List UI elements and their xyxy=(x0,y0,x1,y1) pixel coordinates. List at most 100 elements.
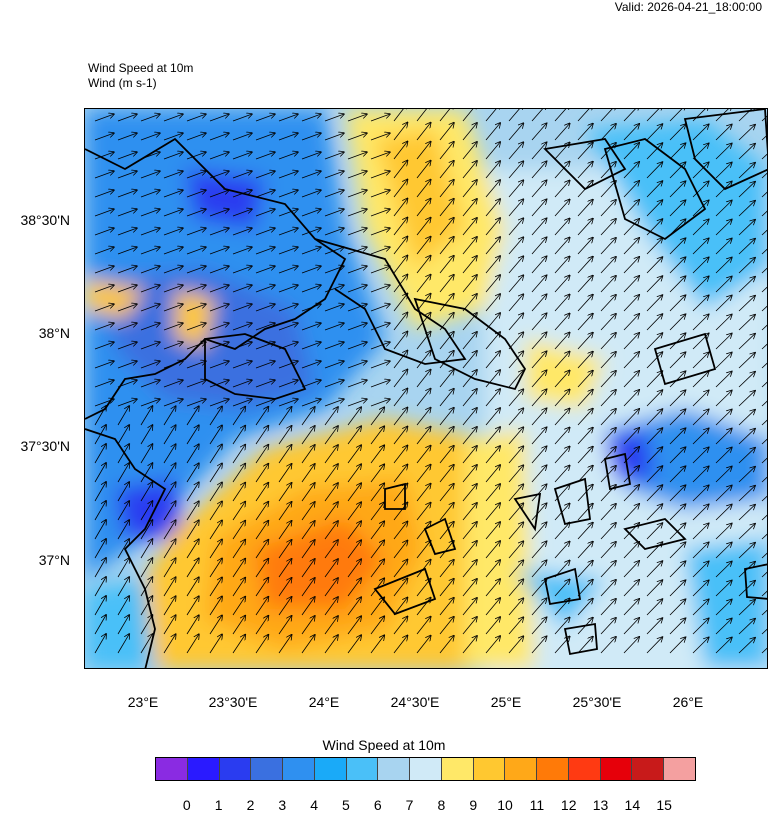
wind-arrow xyxy=(301,399,321,407)
wind-arrow xyxy=(393,237,407,255)
wind-arrow xyxy=(393,294,407,312)
wind-arrow xyxy=(347,616,361,635)
wind-arrow xyxy=(347,483,361,502)
wind-arrow xyxy=(623,371,639,388)
wind-arrow xyxy=(485,370,500,388)
wind-arrow xyxy=(94,577,106,597)
wind-arrow xyxy=(646,637,662,654)
wind-arrow xyxy=(600,181,616,198)
colorbar-label: 12 xyxy=(560,797,577,813)
wind-arrow xyxy=(278,521,292,540)
wind-arrow xyxy=(209,380,229,388)
wind-arrow xyxy=(715,486,732,502)
wind-arrow xyxy=(370,521,384,540)
wind-arrow xyxy=(94,323,114,331)
wind-arrow xyxy=(439,598,454,616)
wind-arrow xyxy=(278,285,298,293)
wind-arrow xyxy=(255,521,268,540)
wind-arrow xyxy=(715,524,732,540)
wind-arrow xyxy=(347,285,367,293)
wind-arrow xyxy=(163,615,176,635)
wind-arrow xyxy=(117,501,129,521)
wind-arrow xyxy=(278,616,292,635)
wind-arrow xyxy=(485,313,500,331)
wind-arrow xyxy=(163,634,176,654)
wind-arrow xyxy=(347,407,361,426)
wind-arrow xyxy=(117,520,129,540)
wind-arrow xyxy=(669,352,685,369)
wind-arrow xyxy=(117,247,137,255)
wind-arrow xyxy=(646,599,662,616)
wind-arrow xyxy=(439,123,454,141)
lon-label: 26°E xyxy=(672,694,704,710)
wind-arrow xyxy=(232,285,252,293)
wind-arrow xyxy=(600,238,616,255)
wind-arrow xyxy=(117,380,137,388)
wind-arrow xyxy=(531,541,547,559)
wind-arrow xyxy=(669,447,685,464)
wind-arrow xyxy=(393,522,407,540)
wind-arrow xyxy=(577,162,593,179)
wind-arrow xyxy=(324,445,338,464)
wind-arrow xyxy=(531,256,547,274)
wind-arrow xyxy=(577,257,593,274)
wind-arrow xyxy=(393,218,407,236)
wind-arrow xyxy=(140,304,160,312)
wind-arrow xyxy=(140,152,160,160)
wind-arrow xyxy=(324,426,338,445)
wind-arrow xyxy=(163,444,176,464)
wind-arrow xyxy=(531,579,547,597)
wind-arrow xyxy=(669,143,685,160)
wind-arrow xyxy=(485,109,500,122)
colorbar-label: 0 xyxy=(182,797,191,813)
wind-arrow xyxy=(209,578,222,597)
wind-arrow xyxy=(94,463,106,483)
wind-arrow xyxy=(140,501,152,521)
wind-arrow xyxy=(646,219,662,236)
wind-arrow xyxy=(370,380,390,388)
wind-arrow xyxy=(439,294,454,312)
wind-arrow xyxy=(163,190,183,198)
wind-arrow xyxy=(301,133,321,141)
wind-arrow xyxy=(646,409,662,426)
wind-arrow xyxy=(186,304,206,312)
wind-arrow xyxy=(531,446,547,464)
wind-arrow xyxy=(232,483,245,502)
wind-arrow xyxy=(209,190,229,198)
colorbar-swatch xyxy=(156,758,188,780)
wind-arrow xyxy=(738,201,755,217)
wind-arrow xyxy=(140,285,160,293)
wind-arrow xyxy=(531,142,547,160)
wind-arrow xyxy=(186,399,206,407)
wind-arrow xyxy=(232,247,252,255)
wind-arrow xyxy=(738,638,755,654)
wind-arrow xyxy=(117,133,137,141)
wind-arrow xyxy=(669,504,685,521)
wind-arrow xyxy=(715,315,732,331)
wind-arrow xyxy=(301,445,315,464)
wind-arrow xyxy=(370,266,390,274)
wind-arrow xyxy=(255,597,268,616)
wind-arrow xyxy=(416,522,431,540)
wind-arrow xyxy=(485,351,500,369)
wind-arrow xyxy=(577,523,593,540)
wind-arrow xyxy=(393,370,407,388)
wind-arrow xyxy=(577,561,593,578)
wind-arrow xyxy=(278,635,292,654)
wind-arrow xyxy=(554,200,570,217)
wind-arrow xyxy=(209,597,222,616)
wind-arrow xyxy=(761,419,767,426)
wind-arrow xyxy=(646,542,662,559)
wind-arrow xyxy=(646,428,662,445)
wind-arrow xyxy=(462,180,477,198)
wind-arrow xyxy=(531,522,547,540)
wind-arrow xyxy=(761,552,767,559)
wind-arrow xyxy=(416,427,431,445)
wind-arrow xyxy=(738,109,755,122)
wind-arrow xyxy=(140,342,160,350)
wind-arrow xyxy=(278,133,298,141)
wind-arrow xyxy=(94,342,114,350)
wind-arrow xyxy=(94,558,106,578)
colorbar-swatch xyxy=(505,758,538,780)
wind-arrow xyxy=(462,408,477,426)
